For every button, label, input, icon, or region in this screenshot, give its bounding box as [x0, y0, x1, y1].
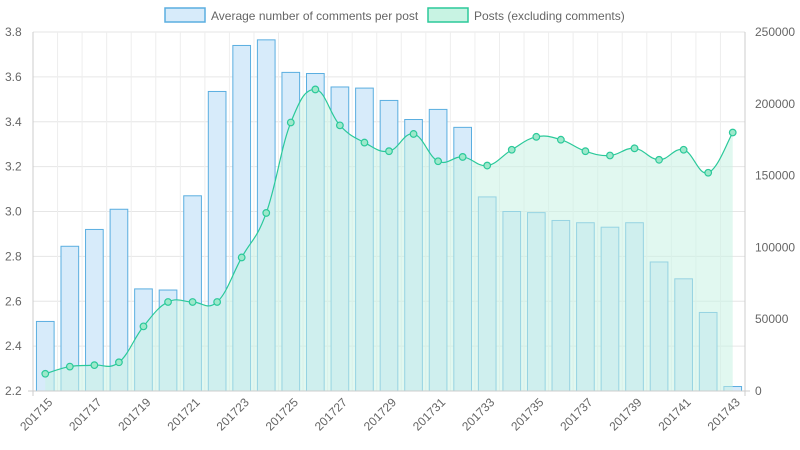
point-posts-201721[interactable]: [188, 298, 197, 306]
point-posts-201734[interactable]: [507, 145, 516, 154]
point-posts-201741[interactable]: [679, 145, 688, 154]
y-left-tick-label: 3.4: [5, 115, 22, 129]
point-posts-201725[interactable]: [286, 118, 295, 127]
area-fill-posts: [45, 89, 733, 391]
point-posts-201719[interactable]: [139, 322, 148, 331]
y-left-tick-label: 3.8: [5, 25, 22, 39]
y-right-tick-label: 250000: [755, 25, 795, 39]
point-posts-201716[interactable]: [65, 362, 74, 371]
x-tick-label: 201725: [263, 395, 301, 433]
y-left-tick-label: 2.6: [5, 294, 22, 308]
x-tick-label: 201733: [459, 395, 497, 433]
x-tick-label: 201735: [508, 395, 546, 433]
point-posts-201729[interactable]: [385, 147, 393, 156]
y-left-tick-label: 2.8: [5, 249, 22, 263]
legend-item-comments[interactable]: Average number of comments per post: [164, 7, 419, 23]
y-right-tick-label: 50000: [755, 312, 789, 326]
point-posts-201739[interactable]: [630, 144, 639, 153]
point-posts-201724[interactable]: [262, 209, 271, 217]
point-posts-201743[interactable]: [728, 128, 737, 137]
point-posts-201726[interactable]: [311, 85, 320, 94]
x-tick-label: 201715: [17, 395, 55, 433]
point-posts-201732[interactable]: [458, 153, 467, 161]
y-right-tick-label: 200000: [755, 97, 795, 111]
point-posts-201715[interactable]: [41, 369, 50, 378]
x-tick-label: 201723: [214, 395, 252, 433]
legend-swatch-comments: [164, 7, 206, 23]
point-posts-201736[interactable]: [556, 135, 565, 144]
y-left-tick-label: 2.2: [5, 384, 22, 398]
point-posts-201718[interactable]: [115, 358, 123, 367]
y-left-tick-label: 2.4: [5, 339, 22, 353]
point-posts-201740[interactable]: [655, 155, 663, 164]
x-tick-label: 201741: [656, 395, 694, 433]
point-posts-201717[interactable]: [90, 361, 99, 370]
y-left-tick-label: 3.6: [5, 70, 22, 84]
x-tick-label: 201743: [705, 395, 743, 433]
point-posts-201737[interactable]: [581, 147, 590, 156]
y-left-tick-label: 3.0: [5, 205, 22, 219]
legend-label-posts: Posts (excluding comments): [474, 9, 625, 23]
legend-label-comments: Average number of comments per post: [211, 9, 419, 23]
legend[interactable]: Average number of comments per post Post…: [164, 7, 625, 23]
x-tick-label: 201719: [115, 395, 153, 433]
point-posts-201731[interactable]: [434, 157, 443, 166]
point-posts-201728[interactable]: [360, 138, 369, 147]
y-right-tick-label: 150000: [755, 169, 795, 183]
point-posts-201722[interactable]: [213, 298, 222, 306]
point-posts-201738[interactable]: [606, 151, 614, 160]
y-left-tick-label: 3.2: [5, 160, 22, 174]
x-tick-label: 201717: [66, 395, 104, 433]
point-posts-201730[interactable]: [409, 130, 418, 138]
x-tick-label: 201739: [606, 395, 644, 433]
x-tick-label: 201721: [164, 395, 202, 433]
point-posts-201735[interactable]: [532, 132, 541, 141]
x-tick-label: 201737: [557, 395, 595, 433]
area-points: [41, 85, 737, 378]
point-posts-201727[interactable]: [335, 121, 344, 130]
point-posts-201723[interactable]: [237, 253, 246, 262]
x-tick-label: 201731: [410, 395, 448, 433]
legend-item-posts[interactable]: Posts (excluding comments): [427, 7, 625, 23]
x-tick-label: 201729: [361, 395, 399, 433]
legend-swatch-posts: [427, 7, 469, 23]
point-posts-201742[interactable]: [704, 168, 713, 177]
y-right-tick-label: 100000: [755, 240, 795, 254]
y-right-tick-label: 0: [755, 384, 762, 398]
point-posts-201733[interactable]: [483, 161, 492, 170]
x-tick-label: 201727: [312, 395, 350, 433]
point-posts-201720[interactable]: [164, 298, 172, 306]
